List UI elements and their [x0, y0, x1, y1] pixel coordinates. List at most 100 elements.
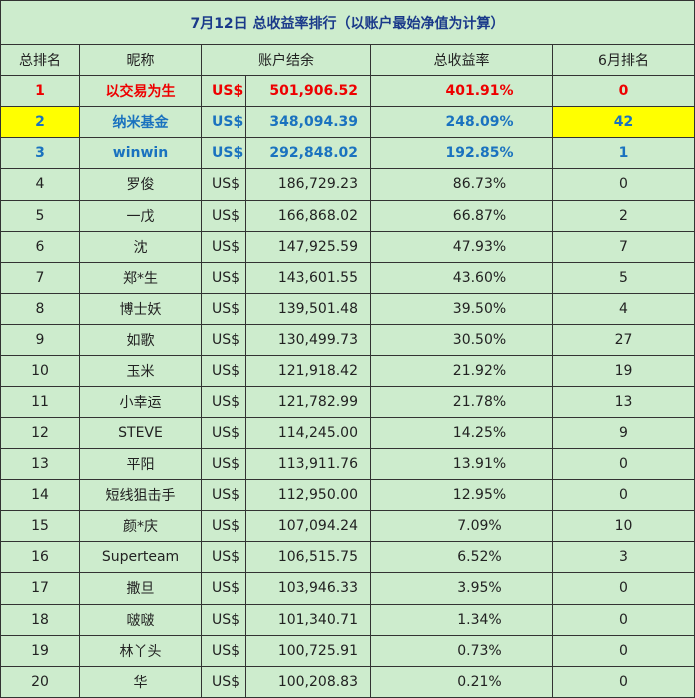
- table-row: 8 博士妖 US$ 139,501.48 39.50% 4: [0, 292, 695, 325]
- name-cell: 小幸运: [79, 385, 202, 419]
- june-rank-cell: 2: [551, 199, 695, 232]
- return-cell: 14.25%: [370, 417, 553, 450]
- return-cell: 47.93%: [370, 230, 553, 263]
- return-cell: 12.95%: [370, 479, 553, 512]
- currency-cell: US$: [201, 137, 246, 170]
- return-cell: 21.92%: [370, 354, 553, 387]
- june-rank-cell: 42: [551, 106, 695, 139]
- name-cell: 如歌: [79, 323, 202, 356]
- return-cell: 3.95%: [370, 572, 553, 605]
- balance-cell: 147,925.59: [245, 230, 371, 263]
- table-row: 5 一戊 US$ 166,868.02 66.87% 2: [0, 199, 695, 232]
- table-row: 9 如歌 US$ 130,499.73 30.50% 27: [0, 323, 695, 356]
- rank-cell: 17: [0, 572, 80, 605]
- rank-cell: 13: [0, 448, 80, 481]
- currency-cell: US$: [201, 75, 246, 108]
- balance-cell: 107,094.24: [245, 510, 371, 543]
- currency-cell: US$: [201, 572, 246, 605]
- currency-cell: US$: [201, 168, 246, 201]
- rank-cell: 12: [0, 417, 80, 450]
- header-name: 昵称: [79, 44, 202, 77]
- currency-cell: US$: [201, 261, 246, 294]
- balance-cell: 103,946.33: [245, 572, 371, 605]
- rank-cell: 16: [0, 541, 80, 574]
- rank-cell: 6: [0, 230, 80, 263]
- return-cell: 0.73%: [370, 634, 553, 667]
- table-row: 18 啵啵 US$ 101,340.71 1.34% 0: [0, 603, 695, 636]
- return-cell: 43.60%: [370, 261, 553, 294]
- header-balance: 账户结余: [201, 44, 371, 77]
- table-row: 12 STEVE US$ 114,245.00 14.25% 9: [0, 417, 695, 450]
- june-rank-cell: 0: [551, 572, 695, 605]
- rank-cell: 20: [0, 665, 80, 698]
- currency-cell: US$: [201, 230, 246, 263]
- return-cell: 192.85%: [370, 137, 553, 170]
- table-row: 15 颜*庆 US$ 107,094.24 7.09% 10: [0, 510, 695, 543]
- rank-cell: 11: [0, 385, 80, 419]
- june-rank-cell: 3: [551, 541, 695, 574]
- currency-cell: US$: [201, 417, 246, 450]
- table-row: 6 沈 US$ 147,925.59 47.93% 7: [0, 230, 695, 263]
- name-cell: 撒旦: [79, 572, 202, 605]
- rank-cell: 18: [0, 603, 80, 636]
- name-cell: 颜*庆: [79, 510, 202, 543]
- june-rank-cell: 0: [551, 168, 695, 201]
- name-cell: STEVE: [79, 417, 202, 450]
- currency-cell: US$: [201, 665, 246, 698]
- currency-cell: US$: [201, 292, 246, 325]
- balance-cell: 348,094.39: [245, 106, 371, 139]
- balance-cell: 113,911.76: [245, 448, 371, 481]
- return-cell: 13.91%: [370, 448, 553, 481]
- balance-cell: 501,906.52: [245, 75, 371, 108]
- name-cell: 林丫头: [79, 634, 202, 667]
- rank-cell: 3: [0, 137, 80, 170]
- rank-cell: 10: [0, 354, 80, 387]
- june-rank-cell: 0: [551, 634, 695, 667]
- balance-cell: 112,950.00: [245, 479, 371, 512]
- balance-cell: 121,782.99: [245, 385, 371, 419]
- return-cell: 39.50%: [370, 292, 553, 325]
- header-june-rank: 6月排名: [551, 44, 695, 77]
- return-cell: 21.78%: [370, 385, 553, 419]
- june-rank-cell: 19: [551, 354, 695, 387]
- currency-cell: US$: [201, 634, 246, 667]
- june-rank-cell: 0: [551, 665, 695, 698]
- rank-cell: 4: [0, 168, 80, 201]
- rank-cell: 7: [0, 261, 80, 294]
- rank-cell: 5: [0, 199, 80, 232]
- rank-cell: 19: [0, 634, 80, 667]
- balance-cell: 100,725.91: [245, 634, 371, 667]
- name-cell: 啵啵: [79, 603, 202, 636]
- balance-cell: 121,918.42: [245, 354, 371, 387]
- june-rank-cell: 9: [551, 417, 695, 450]
- balance-cell: 130,499.73: [245, 323, 371, 356]
- june-rank-cell: 0: [551, 603, 695, 636]
- rank-cell: 9: [0, 323, 80, 356]
- june-rank-cell: 5: [551, 261, 695, 294]
- name-cell: 以交易为生: [79, 75, 202, 108]
- balance-cell: 101,340.71: [245, 603, 371, 636]
- name-cell: winwin: [79, 137, 202, 170]
- name-cell: Superteam: [79, 541, 202, 574]
- name-cell: 短线狙击手: [79, 479, 202, 512]
- currency-cell: US$: [201, 106, 246, 139]
- rank-cell: 14: [0, 479, 80, 512]
- currency-cell: US$: [201, 479, 246, 512]
- return-cell: 248.09%: [370, 106, 553, 139]
- name-cell: 玉米: [79, 354, 202, 387]
- table-row: 16 Superteam US$ 106,515.75 6.52% 3: [0, 541, 695, 574]
- june-rank-cell: 0: [551, 448, 695, 481]
- rank-cell: 2: [0, 106, 80, 139]
- name-cell: 纳米基金: [79, 106, 202, 139]
- june-rank-cell: 13: [551, 385, 695, 419]
- return-cell: 86.73%: [370, 168, 553, 201]
- name-cell: 平阳: [79, 448, 202, 481]
- currency-cell: US$: [201, 385, 246, 419]
- table-row: 4 罗俊 US$ 186,729.23 86.73% 0: [0, 168, 695, 201]
- balance-cell: 100,208.83: [245, 665, 371, 698]
- table-row: 10 玉米 US$ 121,918.42 21.92% 19: [0, 354, 695, 387]
- balance-cell: 186,729.23: [245, 168, 371, 201]
- june-rank-cell: 0: [551, 75, 695, 108]
